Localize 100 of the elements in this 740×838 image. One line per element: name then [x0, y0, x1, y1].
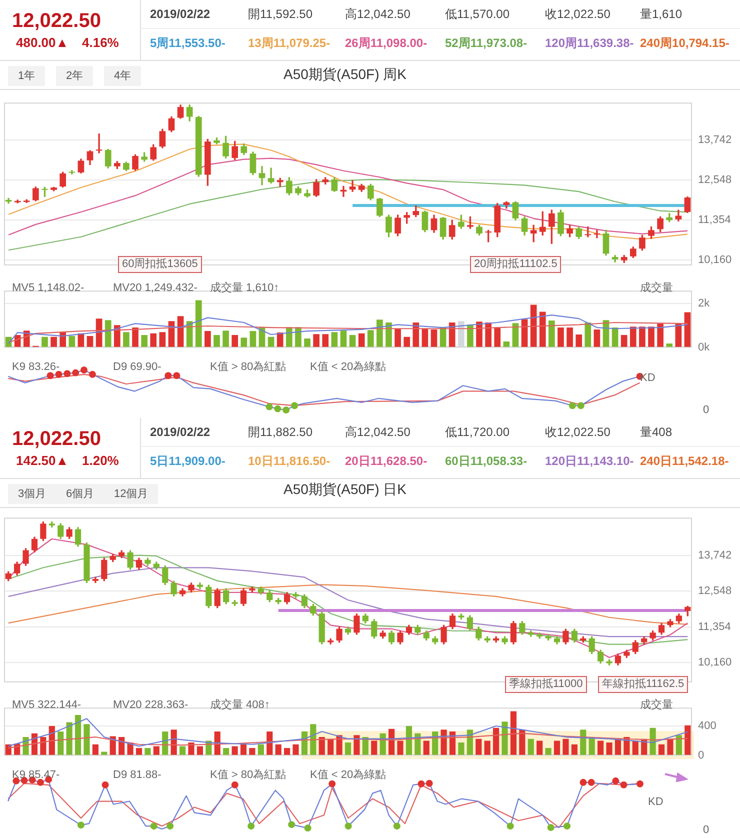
text: 1年 — [8, 66, 46, 86]
bar — [397, 740, 404, 755]
bar — [422, 328, 428, 347]
bar — [240, 744, 247, 755]
bar — [376, 320, 383, 347]
bar — [170, 730, 177, 755]
bar — [322, 334, 329, 347]
bar — [528, 738, 534, 755]
text: 收12,022.50 — [545, 7, 610, 21]
bar — [467, 324, 474, 347]
point — [564, 822, 571, 830]
point — [636, 780, 644, 788]
bar — [196, 746, 203, 755]
bar — [123, 332, 130, 347]
bar — [545, 748, 552, 755]
bar — [266, 732, 273, 755]
text: 2年 — [56, 66, 94, 86]
y-tick-label: 12,548 — [698, 585, 732, 598]
bar — [249, 748, 256, 755]
bar — [485, 322, 492, 347]
bar — [458, 742, 464, 755]
bar — [554, 740, 560, 755]
annotation: MV5 322.144- — [12, 699, 82, 712]
bar — [304, 338, 310, 347]
bar — [576, 334, 582, 347]
bar — [494, 327, 501, 347]
bar — [258, 744, 264, 755]
annotation: 60周扣抵13605 — [118, 256, 202, 273]
candlestick — [349, 180, 356, 192]
point — [80, 366, 88, 374]
bar — [188, 742, 194, 755]
text: 低11,570.00 — [445, 7, 510, 21]
point — [291, 402, 298, 410]
bar — [684, 312, 691, 347]
text: 2019/02/22 — [150, 7, 210, 21]
text: 142.50▲ — [16, 453, 69, 468]
point — [328, 780, 336, 788]
bar — [40, 737, 46, 755]
bar — [214, 334, 220, 347]
point — [231, 781, 238, 788]
bar — [548, 320, 555, 347]
y-tick-label: 11,354 — [698, 620, 731, 633]
bar — [328, 738, 334, 755]
bar — [104, 320, 112, 347]
point — [266, 403, 273, 410]
point — [46, 372, 54, 380]
y-tick-label: 10,160 — [698, 656, 732, 669]
annotation: 年線扣抵11162.5 — [598, 676, 688, 693]
text: 收12,022.50 — [545, 425, 610, 439]
bar — [86, 336, 94, 347]
bar — [430, 329, 438, 347]
bar — [48, 726, 55, 755]
y-tick-label: 0 — [698, 749, 704, 762]
bar — [566, 328, 573, 347]
bar — [510, 711, 517, 755]
text: 5周11,553.50- — [150, 36, 226, 50]
text: 高12,042.50 — [345, 7, 410, 21]
text: 60日11,058.33- — [445, 454, 528, 468]
text: 240周10,794.15- — [640, 36, 730, 50]
y-tick-label: 400 — [698, 720, 716, 732]
bar — [666, 343, 673, 347]
bar — [331, 332, 338, 347]
annotation: D9 81.88- — [113, 769, 162, 782]
bar — [536, 740, 543, 755]
bar — [101, 752, 108, 755]
bar — [344, 742, 352, 755]
text: 12,022.50 — [12, 10, 101, 32]
text: 開11,592.50 — [248, 7, 312, 21]
bar — [648, 326, 654, 347]
candlestick — [594, 230, 600, 238]
bar — [606, 742, 612, 755]
bar — [222, 330, 229, 347]
bar — [650, 728, 656, 755]
bar — [423, 740, 430, 755]
point — [418, 780, 425, 788]
bar — [484, 740, 490, 755]
text: 120日11,143.10- — [545, 454, 634, 468]
bar — [354, 735, 360, 755]
chart-title: A50期貨(A50F) 周K — [284, 66, 406, 82]
annotation: K值 < 20為綠點 — [310, 769, 386, 782]
point — [568, 402, 576, 410]
bar — [214, 732, 220, 755]
point — [620, 781, 628, 788]
bar — [667, 738, 674, 755]
bar — [657, 324, 664, 347]
annotation: MV5 1,148.02- — [12, 282, 84, 295]
text: 2019/02/22 — [150, 425, 210, 439]
bar — [630, 326, 636, 347]
bar — [232, 334, 238, 347]
bar — [301, 732, 308, 755]
point — [588, 778, 595, 786]
text: 12個月 — [104, 484, 158, 504]
text: 低11,720.00 — [445, 425, 510, 439]
bar — [367, 330, 374, 347]
bar — [466, 730, 473, 755]
annotation: KD — [640, 372, 656, 385]
bar — [74, 714, 82, 755]
point — [580, 778, 587, 786]
candlestick — [530, 224, 537, 242]
bar — [136, 748, 142, 755]
